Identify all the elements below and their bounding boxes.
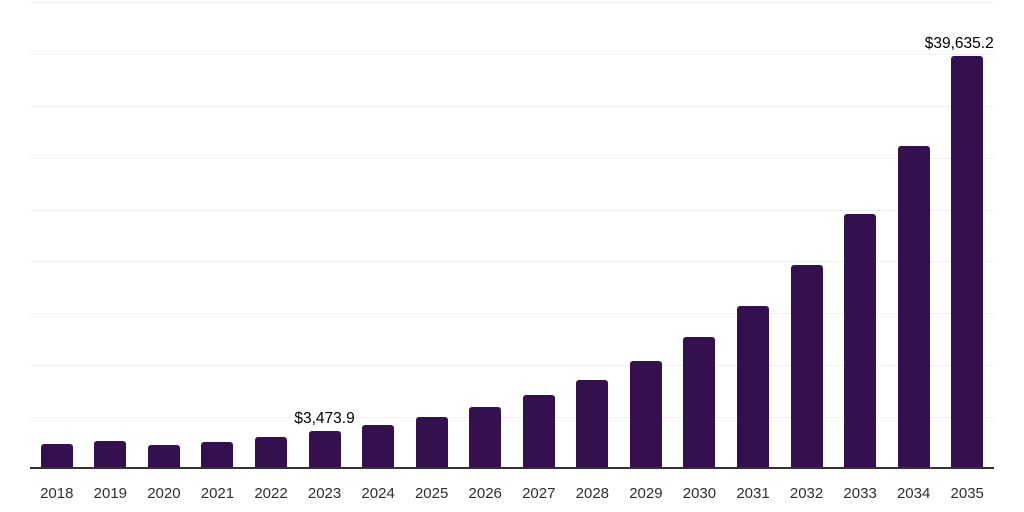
bar-2031 [737,306,769,467]
x-axis-line [30,467,994,469]
bar-2025 [415,417,448,467]
x-tick-label-2026: 2026 [468,485,502,502]
gridline [30,365,994,366]
x-tick-label-2020: 2020 [147,485,181,502]
x-tick-label-2035: 2035 [950,485,984,502]
x-tick-label-2032: 2032 [789,485,824,502]
bar-2034 [897,146,930,467]
x-tick-label-2029: 2029 [629,485,663,502]
bar-2026 [469,407,502,467]
bar-2027 [522,395,555,467]
x-tick-label-2028: 2028 [575,485,610,502]
gridline [30,210,994,211]
bar-2022 [255,437,287,467]
x-tick-label-2034: 2034 [896,485,931,502]
data-label-2035: $39,635.2 [924,34,994,52]
gridline [30,54,994,55]
bar-2021 [201,442,234,467]
x-tick-label-2030: 2030 [682,485,717,502]
x-tick-label-2019: 2019 [93,485,128,502]
bar-2018 [40,444,73,467]
bar-2020 [147,445,180,467]
x-axis-labels: 2018 2019 2020 2021 2022 2023 2024 2025 2026 2027… [30,469,994,512]
x-tick-label-2031: 2031 [736,485,770,502]
bar-2019 [94,441,127,467]
bar-2033 [844,214,877,467]
bar-2024 [362,425,395,467]
bar-2035 [951,56,984,467]
x-tick-label-2018: 2018 [40,485,74,502]
bar-2028 [576,380,609,467]
bar-2032 [790,265,823,467]
x-tick-label-2022: 2022 [254,485,288,502]
x-tick-label-2027: 2027 [522,485,556,502]
gridline [30,313,994,314]
gridline [30,106,994,107]
x-tick-label-2023: 2023 [307,485,342,502]
bar-2029 [629,361,662,467]
data-label-2023: $3,473.9 [294,409,355,427]
x-tick-label-2024: 2024 [361,485,395,502]
x-tick-label-2025: 2025 [414,485,449,502]
x-tick-label-2033: 2033 [843,485,877,502]
x-tick-label-2021: 2021 [200,485,235,502]
plot-area: $3,473.9 $39,635.2 [30,2,994,469]
bar-2023 [308,431,341,467]
gridline [30,417,994,418]
gridline [30,261,994,262]
bar-2030 [683,337,716,467]
gridline [30,158,994,159]
gridline [30,2,994,3]
